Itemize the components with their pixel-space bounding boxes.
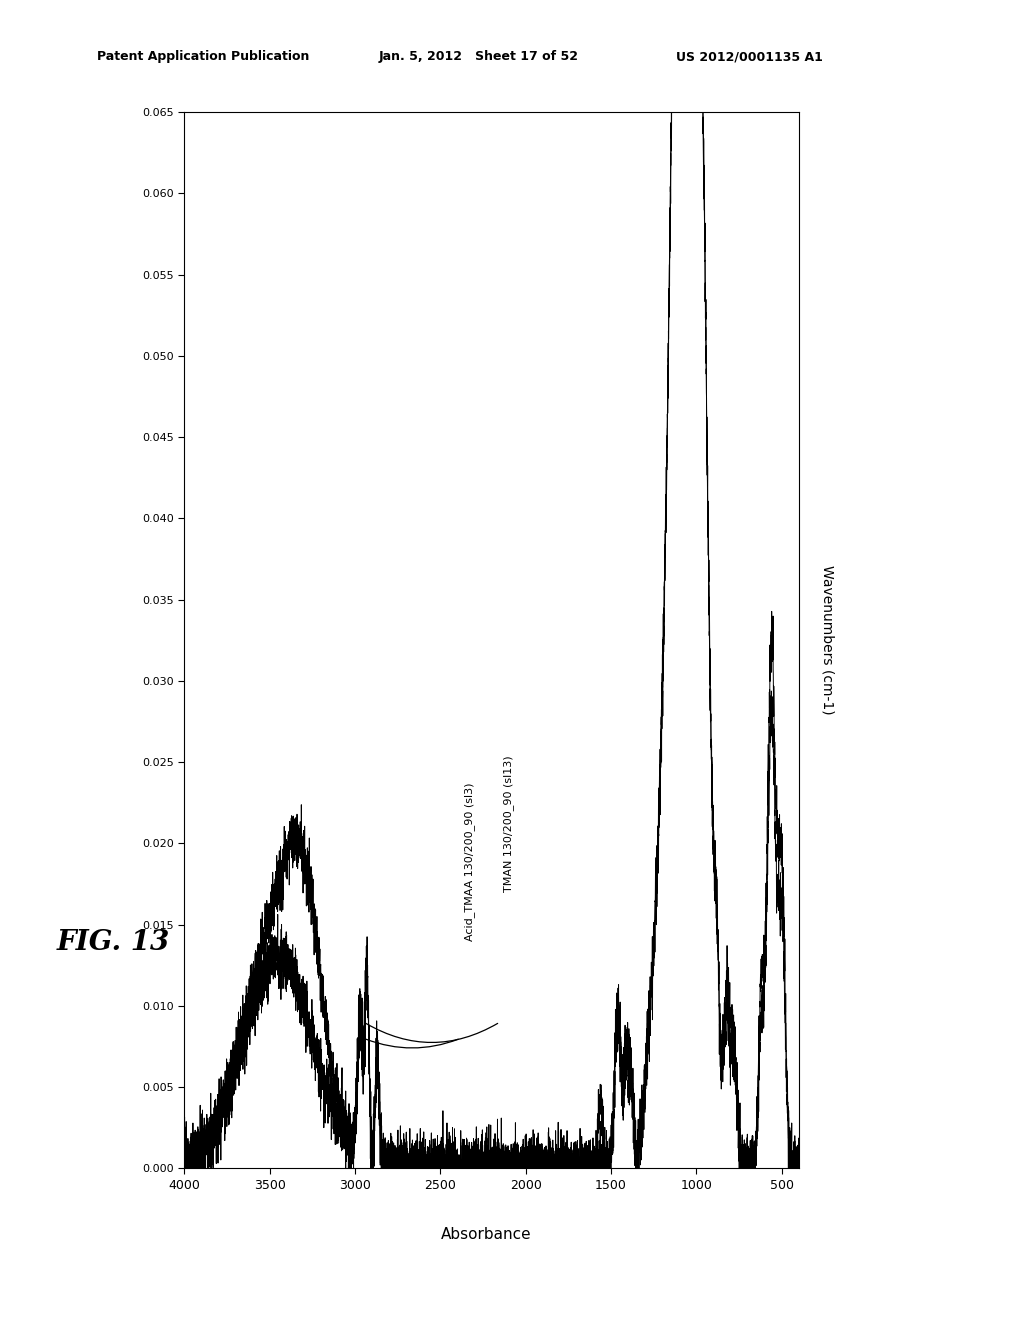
Text: TMAN 130/200_90 (sl13): TMAN 130/200_90 (sl13): [503, 755, 514, 892]
Text: Acid_TMAA 130/200_90 (sl3): Acid_TMAA 130/200_90 (sl3): [464, 783, 475, 941]
Text: US 2012/0001135 A1: US 2012/0001135 A1: [676, 50, 822, 63]
Text: FIG. 13: FIG. 13: [56, 929, 170, 957]
Text: Patent Application Publication: Patent Application Publication: [97, 50, 309, 63]
Text: Wavenumbers (cm-1): Wavenumbers (cm-1): [820, 565, 835, 715]
Text: Jan. 5, 2012   Sheet 17 of 52: Jan. 5, 2012 Sheet 17 of 52: [379, 50, 579, 63]
Text: Absorbance: Absorbance: [441, 1226, 531, 1242]
